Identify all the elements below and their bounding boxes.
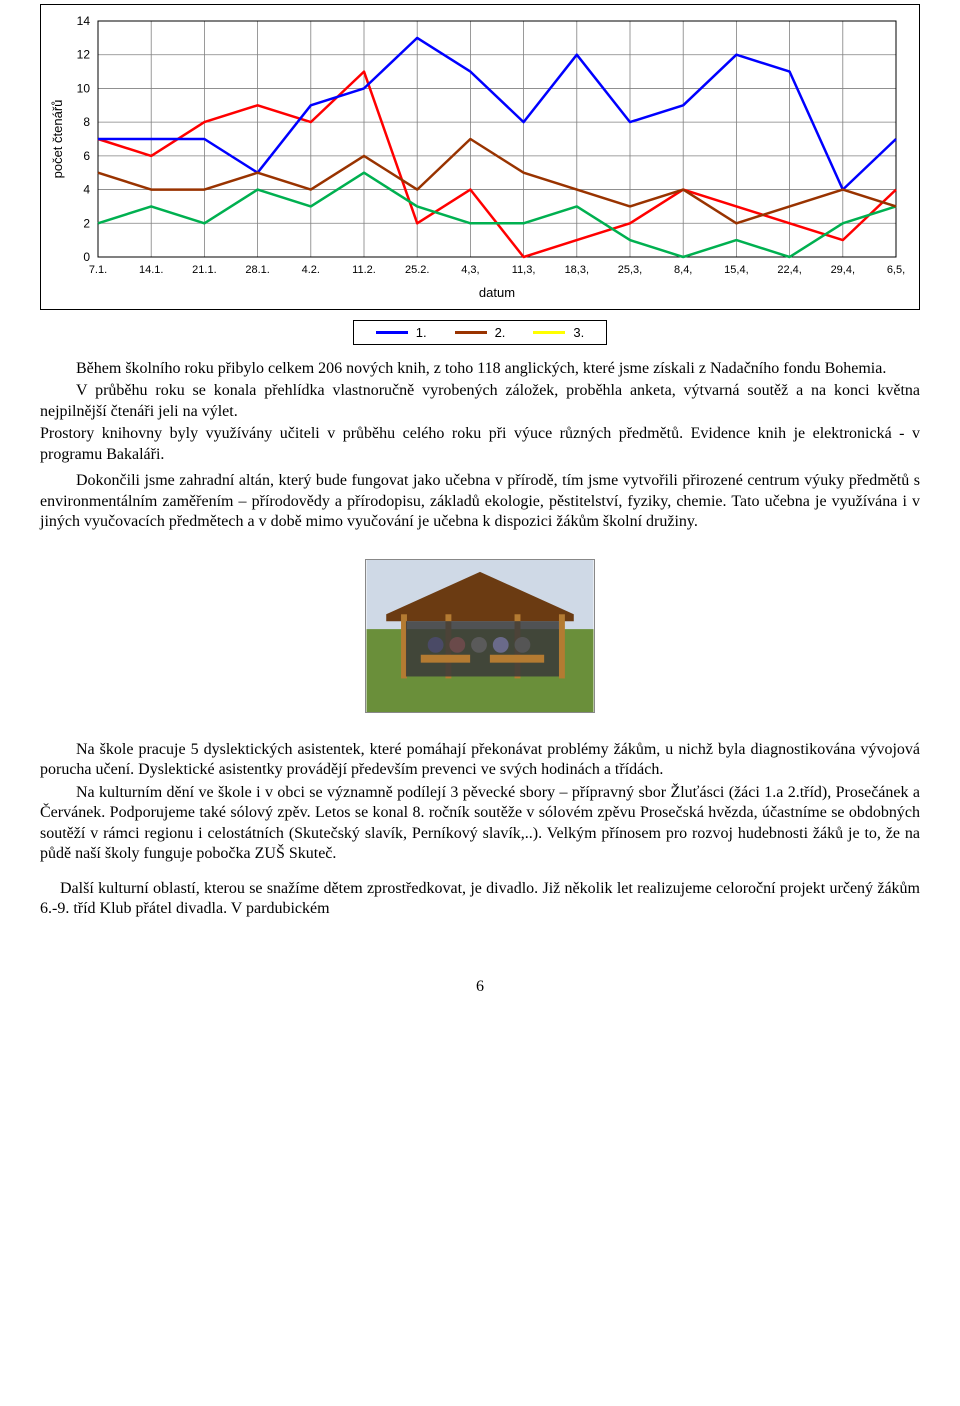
paragraph-4: Dokončili jsme zahradní altán, který bud… <box>40 471 920 532</box>
page-number: 6 <box>40 978 920 996</box>
legend-label-1: 1. <box>416 325 427 340</box>
legend-item-3: 3. <box>533 325 584 340</box>
svg-text:6: 6 <box>83 149 90 163</box>
svg-text:11,3,: 11,3, <box>512 264 536 276</box>
legend-item-2: 2. <box>455 325 506 340</box>
svg-text:10: 10 <box>77 81 91 95</box>
svg-text:8,4,: 8,4, <box>674 264 692 276</box>
svg-text:15,4,: 15,4, <box>724 264 748 276</box>
svg-text:14.1.: 14.1. <box>139 264 163 276</box>
svg-text:4.2.: 4.2. <box>302 264 320 276</box>
legend-item-1: 1. <box>376 325 427 340</box>
chart-legend: 1. 2. 3. <box>353 320 608 345</box>
svg-text:21.1.: 21.1. <box>192 264 216 276</box>
svg-text:datum: datum <box>479 285 515 300</box>
paragraph-5: Na škole pracuje 5 dyslektických asisten… <box>40 740 920 781</box>
svg-text:4,3,: 4,3, <box>461 264 479 276</box>
paragraph-1: Během školního roku přibylo celkem 206 n… <box>40 359 920 379</box>
svg-text:4: 4 <box>83 183 90 197</box>
svg-text:6,5,: 6,5, <box>887 264 905 276</box>
svg-text:25,3,: 25,3, <box>618 264 642 276</box>
paragraph-3: Prostory knihovny byly využívány učiteli… <box>40 424 920 465</box>
svg-text:29,4,: 29,4, <box>831 264 855 276</box>
svg-text:počet čtenářů: počet čtenářů <box>50 100 65 179</box>
legend-label-3: 3. <box>573 325 584 340</box>
legend-label-2: 2. <box>495 325 506 340</box>
svg-text:22,4,: 22,4, <box>777 264 801 276</box>
paragraph-7: Další kulturní oblastí, kterou se snažím… <box>40 879 920 920</box>
readers-chart: 0 2 4 6 8 10 12 14 7.1. 14.1. 21.1. 28.1. 4.2. 11.2. 2… <box>40 4 920 310</box>
svg-text:28.1.: 28.1. <box>245 264 269 276</box>
svg-text:7.1.: 7.1. <box>89 264 107 276</box>
svg-text:0: 0 <box>83 250 90 264</box>
svg-text:14: 14 <box>77 14 91 28</box>
legend-line-2 <box>455 331 487 334</box>
line-chart: 0 2 4 6 8 10 12 14 7.1. 14.1. 21.1. 28.1. 4.2. 11.2. 2… <box>45 13 907 303</box>
legend-line-3 <box>533 331 565 334</box>
svg-text:11.2.: 11.2. <box>352 264 376 276</box>
svg-text:25.2.: 25.2. <box>405 264 429 276</box>
svg-text:8: 8 <box>83 115 90 129</box>
paragraph-6: Na kulturním dění ve škole i v obci se v… <box>40 783 920 865</box>
svg-text:12: 12 <box>77 48 91 62</box>
legend-line-1 <box>376 331 408 334</box>
photo-wrapper <box>40 559 920 718</box>
paragraph-2: V průběhu roku se konala přehlídka vlast… <box>40 381 920 422</box>
svg-text:2: 2 <box>83 216 90 230</box>
outdoor-classroom-photo <box>365 559 595 713</box>
svg-text:18,3,: 18,3, <box>565 264 589 276</box>
